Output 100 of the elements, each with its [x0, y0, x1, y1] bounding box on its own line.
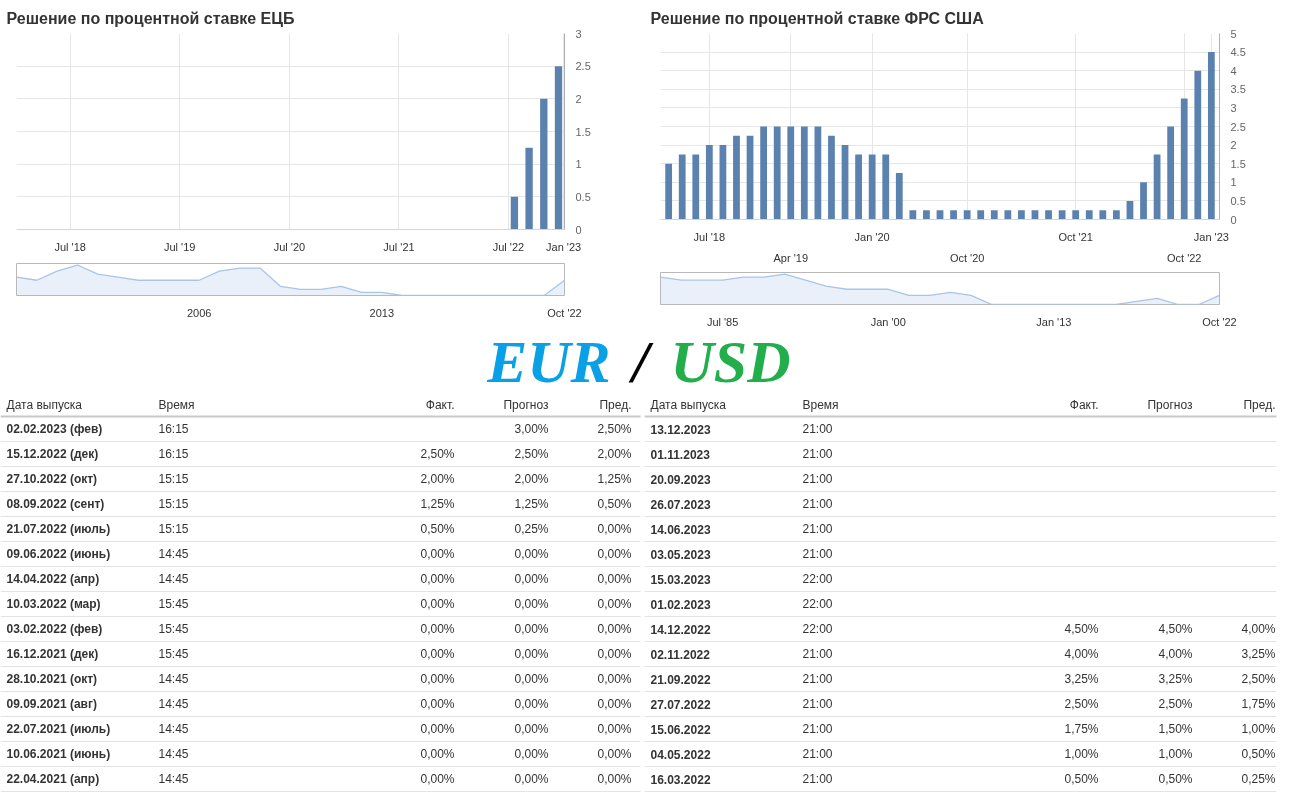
bar [828, 135, 835, 220]
bar [1140, 182, 1147, 220]
bar [977, 210, 985, 220]
y-tick-label: 1.5 [1230, 157, 1246, 170]
x-tick-label: 2013 [369, 306, 395, 319]
bar [855, 154, 862, 220]
text: 09.06.2022 (июнь) [6, 547, 111, 561]
text: 0,00% [514, 622, 549, 636]
text: 21:00 [802, 697, 833, 711]
x-tick-label: Jan '00 [870, 315, 906, 328]
text: 14:45 [158, 722, 189, 736]
category-label: Прогноз [503, 397, 549, 412]
text: 1,00% [1241, 722, 1276, 736]
text: 08.09.2022 (сент) [6, 497, 105, 511]
text: 02.11.2022 [650, 647, 710, 662]
bar [760, 126, 768, 220]
text: 21:00 [802, 472, 833, 486]
bar [1194, 70, 1202, 220]
text: 21:00 [802, 772, 833, 786]
category-label: Время [158, 397, 195, 412]
text: 13.12.2023 [650, 422, 711, 437]
text: 1,75% [1064, 722, 1099, 736]
text: 1,25% [597, 472, 632, 486]
x-tick-label: Jul '21 [383, 240, 415, 253]
x-tick-label: Jan '23 [1193, 230, 1229, 243]
bar [733, 135, 740, 220]
text: 15.03.2023 [650, 572, 711, 587]
bar [1085, 210, 1093, 220]
bar [1018, 210, 1025, 220]
chart-title: Решение по процентной ставке ФРС США [650, 9, 985, 27]
text: 10.03.2022 (мар) [6, 597, 101, 611]
category-label: Факт. [1069, 397, 1099, 412]
text: 21.09.2022 [650, 672, 711, 687]
bar [923, 210, 930, 220]
x-tick-label: Jul '18 [54, 240, 86, 253]
text: 0,50% [1241, 747, 1276, 761]
text: 15.12.2022 (дек) [6, 447, 99, 461]
y-tick-label: 0.5 [575, 190, 591, 203]
text: 15:15 [158, 497, 189, 511]
text: 0,00% [420, 597, 455, 611]
text: 3,25% [1064, 672, 1099, 686]
text: 0,00% [597, 597, 632, 611]
text: 01.11.2023 [650, 447, 710, 462]
bar [895, 173, 903, 220]
text: 21:00 [802, 497, 833, 511]
text: 14:45 [158, 772, 189, 786]
bar [1045, 210, 1052, 220]
text: 03.02.2022 (фев) [6, 622, 103, 636]
text: 21:00 [802, 422, 833, 436]
category-label: Факт. [425, 397, 455, 412]
text: 0,00% [514, 547, 549, 561]
y-tick-label: 1 [1230, 176, 1237, 189]
y-tick-label: 4 [1230, 64, 1237, 77]
text: 3,25% [1241, 647, 1276, 661]
x-tick-label: Oct '22 [1166, 251, 1202, 264]
bar [692, 154, 700, 220]
text: 28.10.2021 (окт) [6, 672, 98, 686]
text: 2,50% [514, 447, 549, 461]
y-tick-label: 2 [1230, 139, 1237, 152]
text: 2,50% [1158, 697, 1193, 711]
text: 0,00% [514, 672, 549, 686]
bar [525, 147, 533, 230]
text: 0,00% [597, 747, 632, 761]
text: 0,00% [597, 772, 632, 786]
text: 0,00% [420, 572, 455, 586]
text: 0,00% [597, 522, 632, 536]
bar [950, 210, 957, 220]
text: 21:00 [802, 722, 833, 736]
text: 1,75% [1241, 697, 1276, 711]
text: 27.07.2022 [650, 697, 711, 712]
text: 20.09.2023 [650, 472, 711, 487]
text: 0,25% [514, 522, 549, 536]
bar [1099, 210, 1107, 220]
text: EUR [486, 328, 611, 395]
text: 0,00% [420, 547, 455, 561]
bar [882, 154, 890, 220]
text: 1,25% [420, 497, 455, 511]
text: 2,50% [597, 422, 632, 436]
text: 0,00% [420, 672, 455, 686]
bar [1072, 210, 1080, 220]
x-tick-label: 2006 [186, 306, 212, 319]
y-tick-label: 5 [1230, 27, 1237, 40]
text: 4,00% [1064, 647, 1099, 661]
bar [990, 210, 998, 220]
text: 27.10.2022 (окт) [6, 472, 98, 486]
chart-title: Решение по процентной ставке ЕЦБ [6, 9, 295, 27]
text: 0,00% [597, 572, 632, 586]
text: 15:15 [158, 472, 189, 486]
y-tick-label: 1 [575, 158, 582, 171]
x-tick-label: Jan '23 [546, 240, 582, 253]
x-tick-label: Oct '22 [1202, 315, 1237, 328]
text: 0,50% [1158, 772, 1193, 786]
text: 0,00% [597, 647, 632, 661]
text: 2,50% [420, 447, 455, 461]
text: 2,50% [1241, 672, 1276, 686]
text: 0,00% [420, 722, 455, 736]
text: 0,00% [514, 597, 549, 611]
text: 3,00% [514, 422, 549, 436]
text: 21:00 [802, 672, 833, 686]
y-tick-label: 0.5 [1230, 194, 1246, 207]
